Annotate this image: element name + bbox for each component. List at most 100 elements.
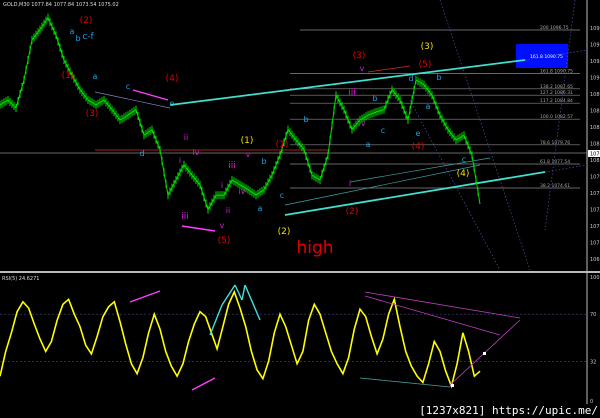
wave-label: iv xyxy=(193,148,200,157)
rsi-header: RSI(5) 24.6271 xyxy=(2,276,40,282)
wave-label: i xyxy=(179,156,181,165)
wave-label: a xyxy=(93,72,98,81)
y-tick-label: 1077 xyxy=(590,191,600,197)
rsi-tick-label: 0 xyxy=(590,399,593,405)
rsi-line xyxy=(0,289,481,389)
wave-label: iii xyxy=(181,212,189,222)
wave-label: (4) xyxy=(457,169,470,179)
chart-header: GOLD,M30 1077.84 1077.84 1073.54 1075.02 xyxy=(3,2,119,8)
rsi-tick-label: 70 xyxy=(590,312,596,318)
wave-label: e xyxy=(416,129,421,138)
trend-line xyxy=(284,164,481,206)
wave-label: e xyxy=(170,99,175,108)
fib-level-label: 161.8 1090.75 xyxy=(540,69,573,75)
rsi-trend-line xyxy=(241,284,246,301)
wave-label: (2) xyxy=(80,16,93,26)
rsi-trend-line xyxy=(364,291,521,319)
wave-label: (1) xyxy=(241,136,254,146)
fib-level-label: 61.8 1077.54 xyxy=(540,159,570,165)
trend-line xyxy=(181,225,216,232)
wave-label: ii xyxy=(184,133,188,142)
y-tick-label: 1093 xyxy=(590,59,600,65)
current-price-marker xyxy=(588,150,600,157)
rsi-trend-line xyxy=(244,284,261,321)
rsi-trend-line xyxy=(209,304,223,336)
wave-label: (5) xyxy=(218,236,231,246)
fib-level-label: 200 1096.75 xyxy=(540,25,569,31)
trend-line xyxy=(94,91,171,109)
wave-label: i xyxy=(349,179,351,188)
wave-label: (2) xyxy=(278,227,291,237)
trend-line xyxy=(169,59,526,106)
fib-level-label: 100.0 1082.57 xyxy=(540,114,573,120)
y-tick-label: 1069 xyxy=(590,257,600,263)
y-tick-label: 1095 xyxy=(590,43,600,49)
wave-label: i xyxy=(221,181,223,190)
watermark: [1237x821] https://upic.me/ xyxy=(419,404,598,417)
wave-label: b xyxy=(372,94,377,103)
dotted-guide-line xyxy=(544,164,588,173)
wave-label: v xyxy=(246,150,251,159)
current-price-label: 1075 xyxy=(590,152,600,158)
y-tick-label: 1075 xyxy=(590,208,600,214)
wave-label: v xyxy=(360,64,365,73)
wave-label: (2) xyxy=(346,207,359,217)
wave-label: b xyxy=(261,157,266,166)
fib-level-label: 117.2 1084.84 xyxy=(540,98,573,104)
dotted-guide-line xyxy=(544,0,576,231)
wave-label: a xyxy=(426,102,431,111)
wave-label: (3) xyxy=(421,42,434,52)
wave-label: d xyxy=(139,149,144,158)
wave-label: c xyxy=(381,126,385,135)
wave-label: c-f xyxy=(82,32,94,42)
y-tick-label: 1079 xyxy=(590,175,600,181)
wave-label: iv xyxy=(239,187,246,196)
wave-label: c xyxy=(280,191,284,200)
rsi-trend-line xyxy=(234,284,243,301)
rsi-trend-line xyxy=(364,295,501,336)
fib-level-label: 78.6 1079.76 xyxy=(540,140,570,146)
wave-label: b xyxy=(75,34,80,43)
fib-level-label: 38.2 1074.61 xyxy=(540,183,570,189)
trend-line xyxy=(132,89,169,101)
fib-box-label: 161.8 1090.75 xyxy=(530,54,563,60)
wave-label: ii xyxy=(226,206,230,215)
y-tick-label: 1087 xyxy=(590,109,600,115)
rsi-tick-label: 32 xyxy=(590,359,596,365)
rsi-marker xyxy=(451,384,454,387)
rsi-tick-label: 100 xyxy=(590,275,600,281)
wave-label: iii xyxy=(228,161,236,171)
trend-line xyxy=(367,65,411,73)
wave-label: (4) xyxy=(412,142,425,152)
fib-level-label: 127.2 1086.31 xyxy=(540,90,573,96)
wave-label: (3) xyxy=(86,109,99,119)
rsi-trend-line xyxy=(191,377,216,391)
wave-label: iii xyxy=(348,88,356,98)
y-tick-label: 1085 xyxy=(590,125,600,131)
wave-label: (1) xyxy=(276,140,289,150)
wave-label: (3) xyxy=(353,51,366,61)
trend-line xyxy=(349,157,491,183)
wave-label: v xyxy=(220,221,225,230)
wave-label: d xyxy=(408,74,413,83)
rsi-trend-line xyxy=(129,290,161,303)
y-tick-label: 1099 xyxy=(590,26,600,32)
wave-label: a xyxy=(70,27,75,36)
y-tick-label: 1089 xyxy=(590,92,600,98)
y-tick-label: 1073 xyxy=(590,224,600,230)
rsi-marker xyxy=(483,352,486,355)
highlight-box xyxy=(516,44,568,68)
wave-label: (5) xyxy=(419,60,432,70)
wave-label: iv xyxy=(359,119,366,128)
wave-label: c xyxy=(126,82,130,91)
y-tick-label: 1083 xyxy=(590,142,600,148)
wave-label: b xyxy=(436,73,441,82)
rsi-trend-line xyxy=(221,284,236,306)
wave-label: (1) xyxy=(62,71,75,81)
wave-label: a xyxy=(258,204,263,213)
rsi-trend-line xyxy=(359,377,451,388)
